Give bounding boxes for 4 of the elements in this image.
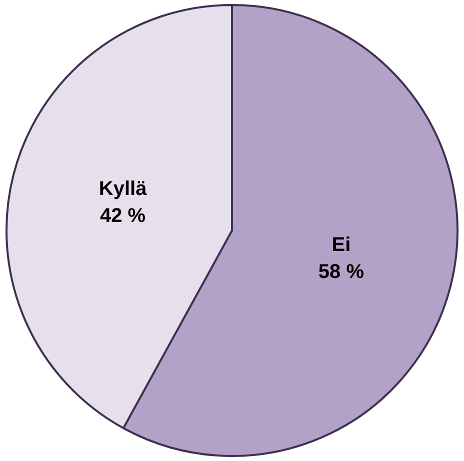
slice-label: Kyllä (98, 178, 148, 200)
data-label: 58 % (318, 261, 364, 284)
slice-label: Ei (332, 234, 351, 256)
data-label: 42 % (100, 204, 146, 227)
